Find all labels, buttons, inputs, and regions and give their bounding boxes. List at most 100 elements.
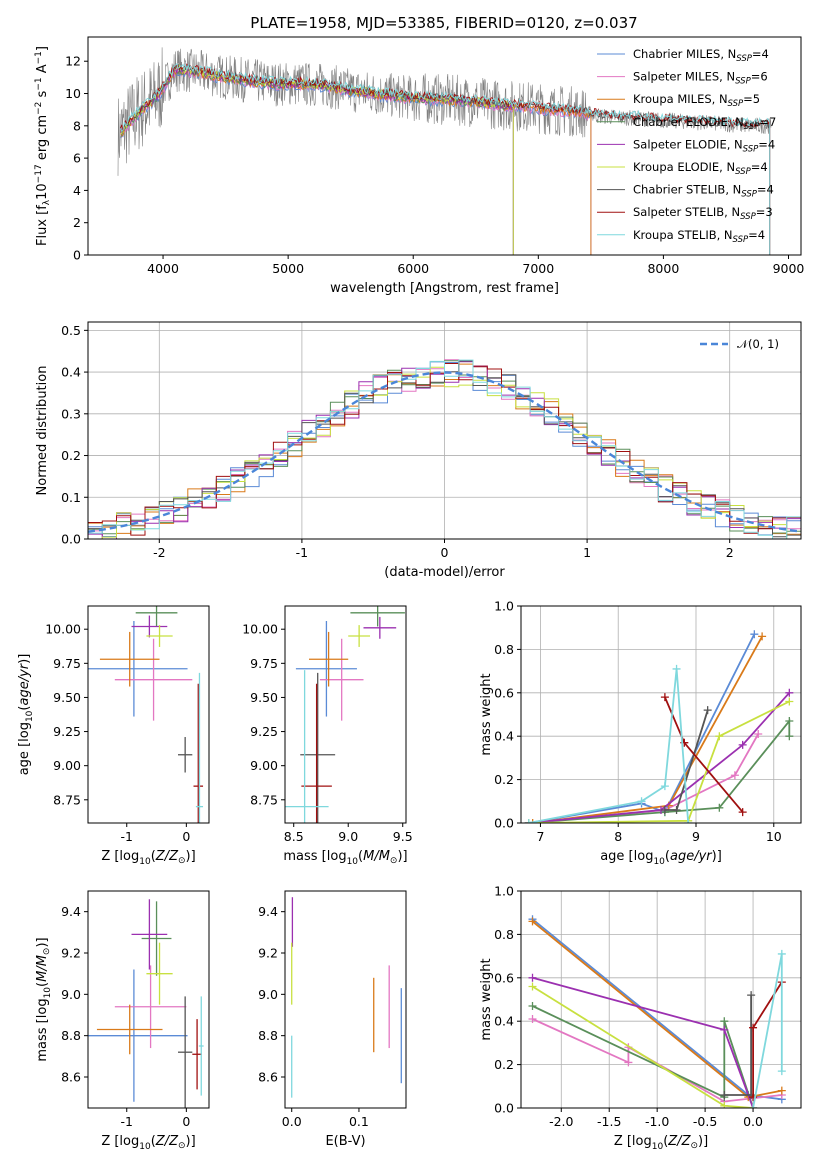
x-axis-label: mass [log10(M/M⊙)] <box>283 849 407 867</box>
normal-reference-curve <box>88 371 801 533</box>
y-tick-label: 10 <box>65 86 81 101</box>
weight-marker <box>747 991 756 1000</box>
panel-Z-mass: -1 0 8.6 8.8 9.0 9.2 9.4 Z [log10(Z/Z⊙)] mass [l… <box>35 890 210 1152</box>
model-spectrum-line <box>120 69 592 255</box>
legend-label-tail: =6 <box>751 70 768 84</box>
panel-Z-age: -1 0 8.75 9.00 9.25 9.50 9.75 10.00 Z [log10(Z/Z… <box>17 605 210 867</box>
legend-label: Chabrier ELODIE, NSSP=7 <box>633 115 776 132</box>
y-tick-label: 0.4 <box>61 365 81 380</box>
weight-marker <box>528 982 537 991</box>
weight-marker <box>672 805 681 814</box>
weight-line <box>752 981 783 1098</box>
y-tick-label: 1.0 <box>494 599 514 614</box>
weight-marker <box>715 803 724 812</box>
panel-mass-age: 8.5 9.0 9.5 8.75 9.00 9.25 9.50 9.75 10.00 mass [… <box>242 605 413 867</box>
histogram-step <box>88 360 801 538</box>
chart-title: PLATE=1958, MJD=53385, FIBERID=0120, z=0… <box>250 14 637 32</box>
y-tick-label: 8.8 <box>61 1028 81 1043</box>
y-axis-label: mass [log10(M/M⊙)] <box>35 937 53 1061</box>
legend-label-sub: SSP <box>733 235 749 245</box>
plot-area <box>88 359 801 539</box>
x-tick-label: 9 <box>692 829 700 844</box>
y-tick-label: 9.25 <box>53 724 81 739</box>
observed-spectrum-line <box>117 47 772 176</box>
legend-label-sub: SSP <box>741 190 757 200</box>
y-tick-label: 6 <box>73 151 81 166</box>
y-tick-label: 0.0 <box>494 816 514 831</box>
weight-marker <box>528 917 537 926</box>
x-tick-label: -2 <box>153 545 165 560</box>
x-tick-label: 9.0 <box>338 829 358 844</box>
y-tick-label: 9.2 <box>61 946 81 961</box>
y-tick-label: 8.6 <box>258 1070 278 1085</box>
legend: 𝒩(0, 1) <box>700 337 779 351</box>
x-tick-label: 7000 <box>522 261 554 276</box>
weight-marker <box>528 1002 537 1011</box>
weight-marker <box>528 973 537 982</box>
legend-label-main: Kroupa ELODIE, N <box>633 160 735 174</box>
legend-label-tail: =7 <box>759 115 776 129</box>
y-tick-label: 0.6 <box>494 970 514 985</box>
x-tick-label: 2 <box>726 545 734 560</box>
y-tick-label: 4 <box>73 183 81 198</box>
weight-marker <box>777 1067 786 1076</box>
y-axis-label: age [log10(age/yr)] <box>17 654 35 776</box>
y-tick-label: 0.0 <box>61 532 81 547</box>
plot-area <box>117 47 772 255</box>
axes-frame <box>520 605 802 824</box>
x-tick-label: 8 <box>614 829 622 844</box>
weight-marker <box>624 1058 633 1067</box>
weight-line <box>752 953 783 1108</box>
plot-area <box>528 915 786 1108</box>
y-tick-label: 12 <box>65 54 81 69</box>
x-tick-label: 9000 <box>773 261 805 276</box>
weight-marker <box>720 1017 729 1026</box>
legend-label-sub: SSP <box>740 212 756 222</box>
panel-residuals: -2 -1 0 1 2 0.0 0.1 0.2 0.3 0.4 0.5 (data-model)/er… <box>35 321 802 580</box>
weight-marker <box>703 706 712 715</box>
legend-label: Chabrier STELIB, NSSP=4 <box>633 183 774 200</box>
panel-EBV-mass: 0.0 0.1 8.6 8.8 9.0 9.2 9.4 E(B-V) <box>258 890 407 1149</box>
y-tick-label: 1.0 <box>494 884 514 899</box>
weight-line <box>532 976 754 1108</box>
x-axis-label: E(B-V) <box>325 1134 365 1149</box>
y-tick-label: 9.50 <box>53 690 81 705</box>
legend-label-main: Salpeter MILES, N <box>633 70 735 84</box>
weight-marker <box>528 819 537 823</box>
x-tick-label: 0 <box>182 829 190 844</box>
axes-frame <box>520 890 802 1109</box>
weight-marker <box>750 630 759 639</box>
y-tick-label: 9.4 <box>258 904 278 919</box>
y-axis-label: mass weight <box>479 673 494 755</box>
x-tick-label: 1 <box>583 545 591 560</box>
legend-label-sub: SSP <box>728 99 744 109</box>
x-tick-label: 0.0 <box>743 1114 763 1129</box>
weight-marker <box>528 1015 537 1024</box>
weight-marker <box>738 808 747 817</box>
weight-marker <box>684 819 693 823</box>
plot-area <box>291 897 402 1098</box>
y-tick-label: 9.75 <box>53 656 81 671</box>
y-tick-label: 9.0 <box>61 987 81 1002</box>
x-tick-label: -1 <box>121 1114 133 1129</box>
y-tick-label: 0.2 <box>494 772 514 787</box>
legend-label-sub: SSP <box>736 54 752 64</box>
y-tick-label: 0.5 <box>61 323 81 338</box>
y-tick-label: 2 <box>73 215 81 230</box>
weight-line <box>532 1005 754 1108</box>
y-tick-label: 0.4 <box>494 1014 514 1029</box>
plot-area <box>285 606 405 823</box>
x-tick-label: 4000 <box>147 261 179 276</box>
weight-line <box>528 668 690 823</box>
x-tick-label: -1.0 <box>645 1114 669 1129</box>
weight-marker <box>720 1101 729 1108</box>
legend-label: Kroupa MILES, NSSP=5 <box>633 92 760 109</box>
y-axis-label: mass weight <box>479 958 494 1040</box>
legend-label: 𝒩(0, 1) <box>737 337 779 351</box>
weight-marker <box>738 740 747 749</box>
model-spectrum-line <box>120 67 592 255</box>
y-axis-label: Flux [fλ10−17 erg cm−2 s−1 A−1] <box>34 46 52 246</box>
legend-label: Kroupa STELIB, NSSP=4 <box>633 228 765 245</box>
